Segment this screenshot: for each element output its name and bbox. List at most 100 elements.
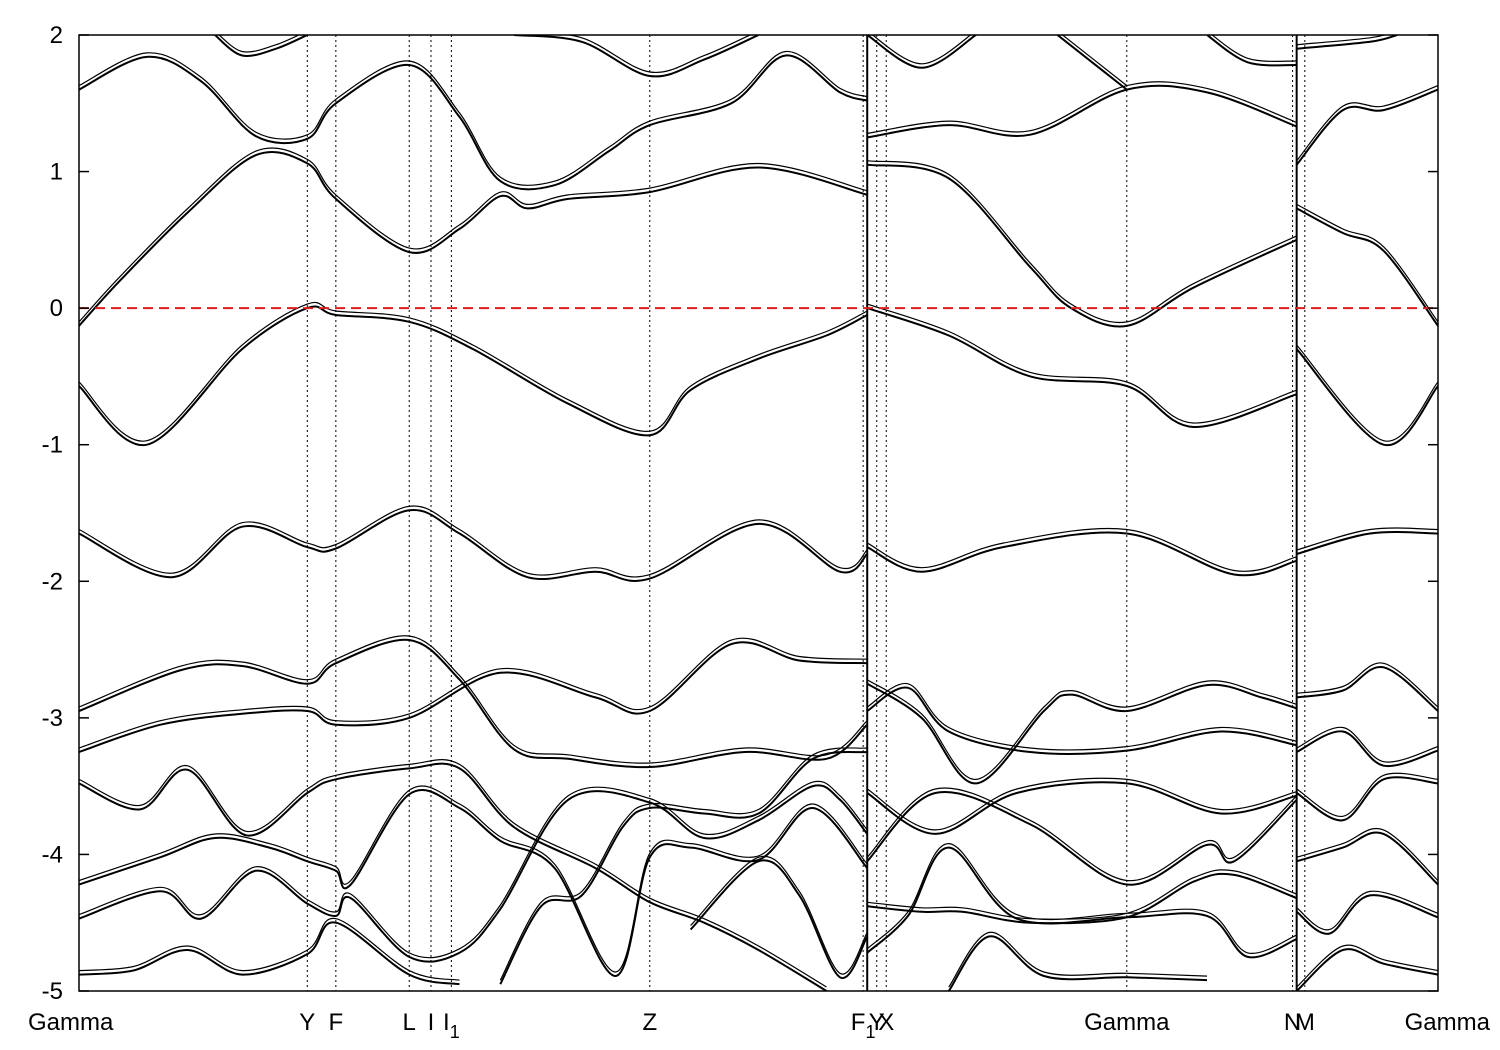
band-line	[1296, 831, 1438, 886]
band-line	[79, 54, 868, 191]
band-line-split	[866, 683, 1297, 751]
band-line-split	[1296, 944, 1438, 988]
band-line-split	[79, 147, 868, 323]
band-line	[513, 35, 759, 78]
band-line	[1296, 948, 1438, 991]
band-line-split	[867, 160, 1297, 324]
band-line	[79, 305, 868, 446]
band-line	[1295, 88, 1438, 166]
band-line-split	[79, 50, 868, 186]
band-line-split	[1296, 344, 1438, 442]
x-tick-label: Gamma	[28, 1009, 114, 1036]
band-line	[1296, 207, 1438, 327]
band-line	[79, 784, 868, 963]
band-line	[867, 163, 1298, 328]
x-tick-label: Gamma	[1084, 1009, 1170, 1036]
band-line	[1296, 776, 1438, 822]
band-line-split	[218, 35, 301, 53]
band-line-split	[866, 679, 1297, 781]
x-tick-label: I1	[443, 1009, 460, 1042]
y-tick-label: 1	[50, 159, 63, 186]
x-tick-label: I	[428, 1009, 435, 1036]
high-symmetry-lines	[306, 35, 1306, 991]
band-line-split	[866, 787, 1298, 882]
band-line	[1296, 530, 1438, 555]
y-tick-label: -4	[42, 841, 63, 868]
x-tick-label: M	[1295, 1009, 1315, 1036]
x-tick-label: Y	[869, 1009, 885, 1036]
x-tick-label: F	[329, 1009, 344, 1036]
x-tick-label: X	[878, 1009, 894, 1036]
bands	[79, 35, 1438, 991]
band-line-split	[867, 869, 1297, 920]
band-line-split	[867, 81, 1297, 134]
band-line	[79, 921, 460, 986]
band-line	[79, 638, 868, 769]
band-line-split	[1296, 85, 1438, 162]
band-line	[1056, 35, 1128, 91]
band-line-split	[79, 635, 868, 764]
band-line	[1206, 35, 1297, 67]
band-line	[79, 509, 868, 582]
band-line	[689, 859, 869, 979]
band-line	[866, 790, 1298, 886]
band-line	[214, 35, 308, 58]
plot-frame	[78, 34, 1439, 992]
y-tick-label: 2	[50, 22, 63, 49]
y-tick-label: 0	[50, 295, 63, 322]
band-line-split	[867, 303, 1297, 424]
band-line	[499, 750, 868, 985]
x-tick-label: Z	[642, 1009, 657, 1036]
band-line	[866, 846, 1298, 959]
band-line-split	[1296, 203, 1438, 323]
band-line-split	[499, 747, 868, 981]
y-tick-label: -3	[42, 705, 63, 732]
x-tick-label: L	[403, 1009, 416, 1036]
band-line	[947, 935, 1208, 991]
band-line-split	[1296, 827, 1438, 881]
band-line	[866, 781, 1297, 835]
band-line	[866, 35, 977, 69]
x-tick-label: N	[1284, 1009, 1301, 1036]
band-line-split	[565, 35, 752, 74]
band-line	[1296, 730, 1438, 768]
x-tick-label: Gamma	[1405, 1009, 1491, 1036]
band-line-split	[871, 35, 972, 65]
band-line-split	[1296, 527, 1438, 551]
band-line	[79, 762, 828, 991]
band-line	[866, 307, 1298, 429]
band-line-split	[79, 759, 827, 988]
band-line-split	[1061, 35, 1128, 87]
band-line-split	[866, 842, 1297, 954]
band-line	[866, 682, 1297, 785]
band-line-split	[1296, 662, 1438, 708]
band-line	[867, 872, 1298, 925]
y-tick-label: -5	[42, 978, 63, 1005]
band-line	[867, 84, 1298, 139]
band-line-split	[79, 301, 868, 442]
band-line	[1296, 35, 1398, 50]
band-line-split	[1296, 35, 1387, 46]
y-axis-ticks: -5 -4 -3 -2 -1 0 1 2	[42, 22, 1438, 1005]
band-line	[1295, 348, 1438, 446]
band-line-split	[866, 527, 1297, 572]
y-tick-label: -1	[42, 432, 63, 459]
band-line-split	[79, 505, 868, 578]
y-tick-label: -2	[42, 568, 63, 595]
band-line-split	[79, 637, 868, 749]
band-line-split	[1211, 35, 1297, 62]
band-line-split	[948, 931, 1208, 988]
band-line-split	[1296, 726, 1438, 763]
band-line-split	[1296, 772, 1438, 817]
band-line-split	[866, 777, 1297, 831]
band-line-split	[79, 785, 868, 973]
band-line	[866, 686, 1297, 755]
x-tick-label: Y	[299, 1009, 315, 1036]
band-line	[79, 150, 868, 327]
band-line-split	[1296, 890, 1438, 931]
band-line	[866, 531, 1297, 577]
band-line	[1296, 666, 1438, 712]
band-line	[79, 641, 868, 753]
